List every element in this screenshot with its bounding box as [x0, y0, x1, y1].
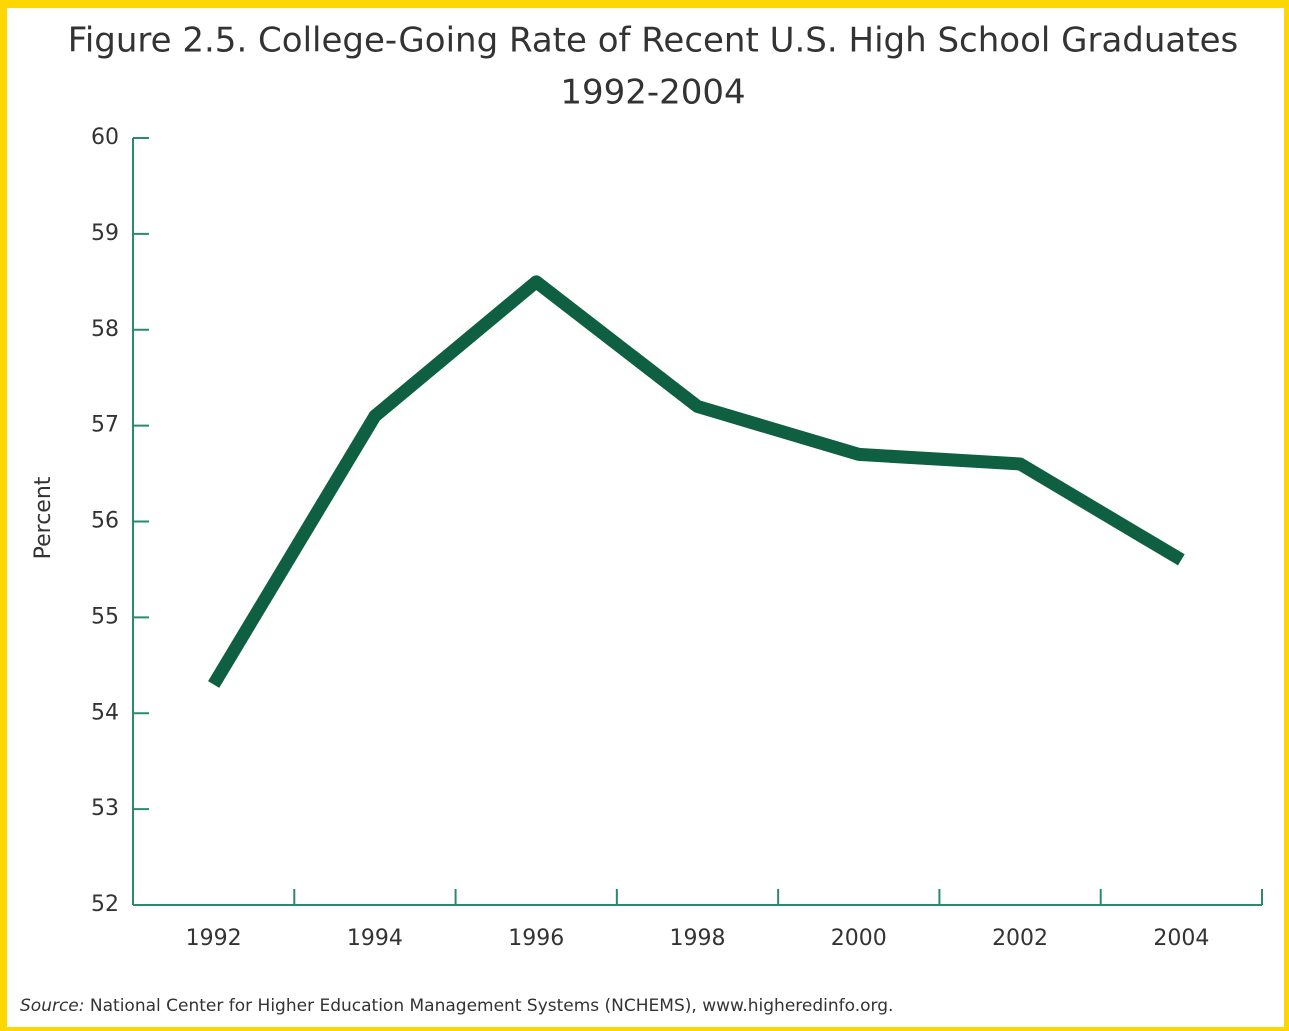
- border-right: [1284, 0, 1289, 1031]
- x-tick-label: 1994: [347, 926, 403, 951]
- y-tick-label: 54: [91, 700, 119, 725]
- x-tick-label: 2004: [1153, 926, 1209, 951]
- y-axis-label: Percent: [31, 476, 56, 559]
- x-tick-label: 1992: [186, 926, 242, 951]
- x-tick-label: 2002: [992, 926, 1048, 951]
- x-tick-label: 1998: [670, 926, 726, 951]
- y-tick-label: 53: [91, 796, 119, 821]
- y-tick-label: 59: [91, 221, 119, 246]
- source-label: Source:: [20, 996, 85, 1016]
- y-tick-label: 52: [91, 892, 119, 917]
- y-tick-label: 60: [91, 125, 119, 150]
- y-tick-label: 56: [91, 509, 119, 534]
- x-tick-label: 2000: [831, 926, 887, 951]
- source: Source: National Center for Higher Educa…: [20, 996, 893, 1016]
- border-left: [0, 0, 7, 1031]
- y-tick-label: 57: [91, 413, 119, 438]
- chart-subtitle: 1992-2004: [560, 73, 745, 113]
- border-top: [0, 0, 1289, 8]
- x-tick-label: 1996: [508, 926, 564, 951]
- y-tick-label: 58: [91, 317, 119, 342]
- border-bottom: [0, 1027, 1289, 1031]
- source-text: National Center for Higher Education Man…: [90, 996, 894, 1016]
- chart-title: Figure 2.5. College-Going Rate of Recent…: [68, 21, 1238, 61]
- line: [208, 275, 1185, 688]
- y-tick-label: 55: [91, 604, 119, 629]
